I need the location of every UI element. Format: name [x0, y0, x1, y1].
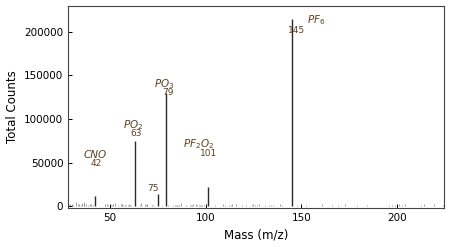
Y-axis label: Total Counts: Total Counts	[5, 70, 18, 143]
Text: PO$_2$: PO$_2$	[123, 119, 143, 132]
Text: 63: 63	[130, 129, 142, 139]
Text: CNO: CNO	[84, 150, 107, 160]
Text: PF$_2$O$_2$: PF$_2$O$_2$	[183, 137, 214, 151]
Text: 79: 79	[162, 88, 173, 98]
Text: 42: 42	[90, 159, 101, 168]
Text: PF$_6$: PF$_6$	[307, 13, 325, 27]
Text: 101: 101	[200, 149, 217, 158]
Text: 75: 75	[148, 184, 159, 193]
Text: 145: 145	[288, 26, 305, 35]
X-axis label: Mass (m/z): Mass (m/z)	[224, 228, 288, 242]
Text: PO$_3$: PO$_3$	[154, 77, 175, 90]
